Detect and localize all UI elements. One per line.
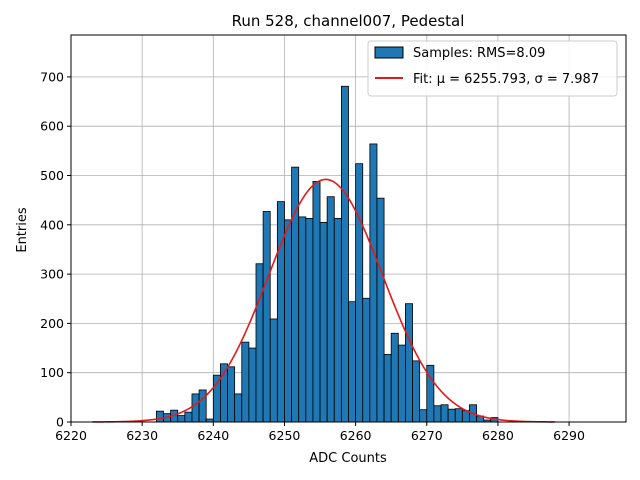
histogram-bars [155, 85, 499, 423]
histogram-bar [234, 393, 243, 423]
histogram-bar [291, 166, 300, 423]
histogram-bar [155, 410, 164, 423]
x-tick-label: 6280 [482, 428, 514, 443]
plot-frame [70, 34, 627, 423]
histogram-bar [419, 409, 428, 423]
histogram-bar [383, 354, 392, 423]
histogram-bar [362, 297, 371, 423]
y-axis-title: Entries [15, 207, 30, 253]
y-tick-label: 100 [40, 365, 64, 380]
x-axis-title: ADC Counts [309, 451, 387, 466]
histogram-bar [298, 216, 307, 423]
histogram-bar [326, 196, 335, 423]
fit-curve-group [92, 178, 555, 423]
histogram-bar [390, 332, 399, 423]
histogram-bar [255, 263, 264, 423]
x-tick-label: 6220 [55, 428, 87, 443]
histogram-bar [340, 85, 349, 423]
histogram-bar [269, 318, 278, 423]
y-tick-label: 600 [40, 119, 64, 134]
histogram-bar [454, 408, 463, 423]
x-tick-label: 6290 [553, 428, 585, 443]
legend-box [367, 40, 618, 97]
histogram-bar [241, 341, 250, 423]
histogram-bar [284, 219, 292, 423]
y-tick-label: 400 [40, 217, 64, 232]
histogram-bar [248, 347, 257, 423]
legend-histogram-swatch [374, 46, 404, 59]
fit-curve [92, 178, 555, 423]
histogram-bar [276, 201, 285, 423]
histogram-bar [319, 221, 328, 423]
legend-histogram-label: Samples: RMS=8.09 [413, 46, 545, 61]
histogram-bar [355, 163, 364, 423]
x-tick-label: 6230 [126, 428, 158, 443]
histogram-bar [312, 181, 321, 423]
histogram-bar [333, 217, 342, 423]
histogram-bar [177, 415, 186, 423]
histogram-bar [262, 211, 271, 423]
histogram-bar [405, 303, 413, 423]
histogram-bar [440, 404, 449, 423]
histogram-bar [433, 405, 442, 423]
y-tick-label: 300 [40, 267, 64, 282]
histogram-bar [227, 366, 236, 423]
histogram-bar [184, 411, 193, 423]
x-tick-label: 6260 [340, 428, 372, 443]
legend: Samples: RMS=8.09 Fit: μ = 6255.793, σ =… [367, 40, 618, 97]
x-axis: 6220 6230 6240 6250 6260 6270 6280 6290 [55, 422, 585, 443]
histogram-bar [348, 301, 357, 423]
y-tick-label: 200 [40, 316, 64, 331]
chart-title: Run 528, channel007, Pedestal [232, 12, 465, 30]
histogram-bar [191, 393, 200, 423]
x-tick-label: 6270 [411, 428, 443, 443]
histogram-bar [198, 389, 207, 423]
histogram-bar [397, 344, 406, 423]
y-axis: 0 100 200 300 400 500 600 700 [40, 69, 71, 430]
y-tick-label: 0 [56, 415, 64, 430]
histogram-bar [369, 143, 378, 423]
y-tick-label: 700 [40, 69, 64, 84]
histogram-bar [447, 408, 456, 423]
x-tick-label: 6240 [197, 428, 229, 443]
x-tick-label: 6250 [269, 428, 301, 443]
y-tick-label: 500 [40, 168, 64, 183]
legend-fit-label: Fit: μ = 6255.793, σ = 7.987 [413, 72, 599, 87]
histogram-bar [305, 217, 314, 423]
histogram-bar [412, 360, 421, 423]
histogram-bar [376, 197, 385, 423]
